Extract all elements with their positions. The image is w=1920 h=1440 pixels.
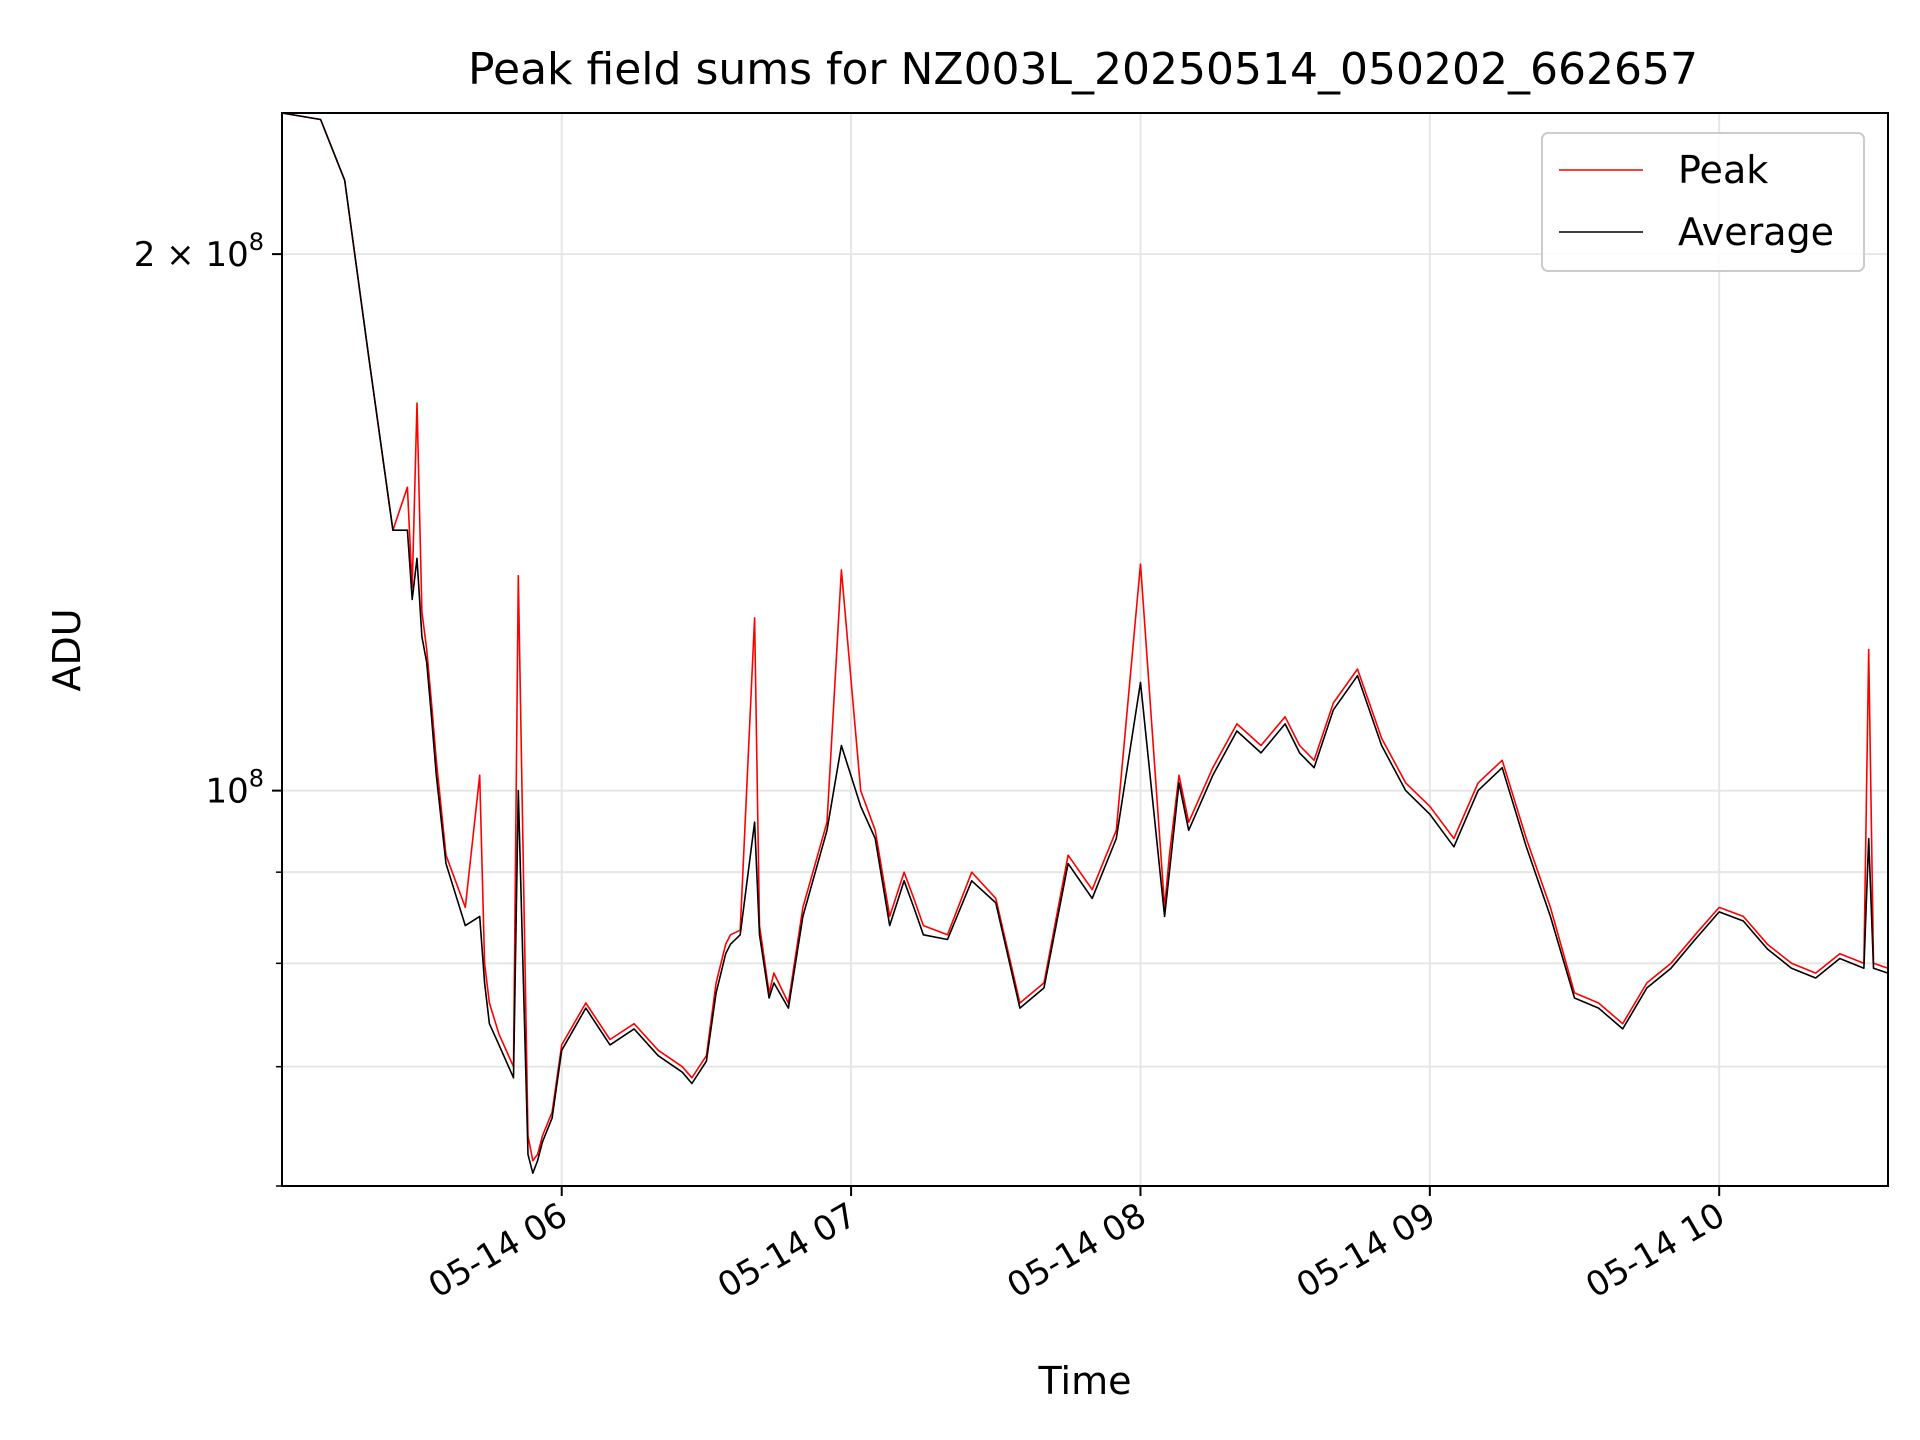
legend-average-label: Average [1678,210,1834,254]
y-axis-label: ADU [45,608,89,691]
plot-series [281,112,1889,1174]
legend-box [1541,132,1865,272]
legend: Peak Average [1541,132,1865,272]
y-tick-label: 108 [205,765,264,812]
plot-frame [281,112,1889,1187]
x-axis-label: Time [1038,1359,1132,1403]
chart-title: Peak field sums for NZ003L_20250514_0502… [468,44,1698,95]
legend-peak-label: Peak [1678,148,1768,192]
y-tick-label: 2 × 108 [134,228,264,275]
series-line-average [281,112,1889,1174]
series-line-peak [281,112,1889,1162]
y-axis-ticks: 2 × 108 108 [134,228,282,1187]
